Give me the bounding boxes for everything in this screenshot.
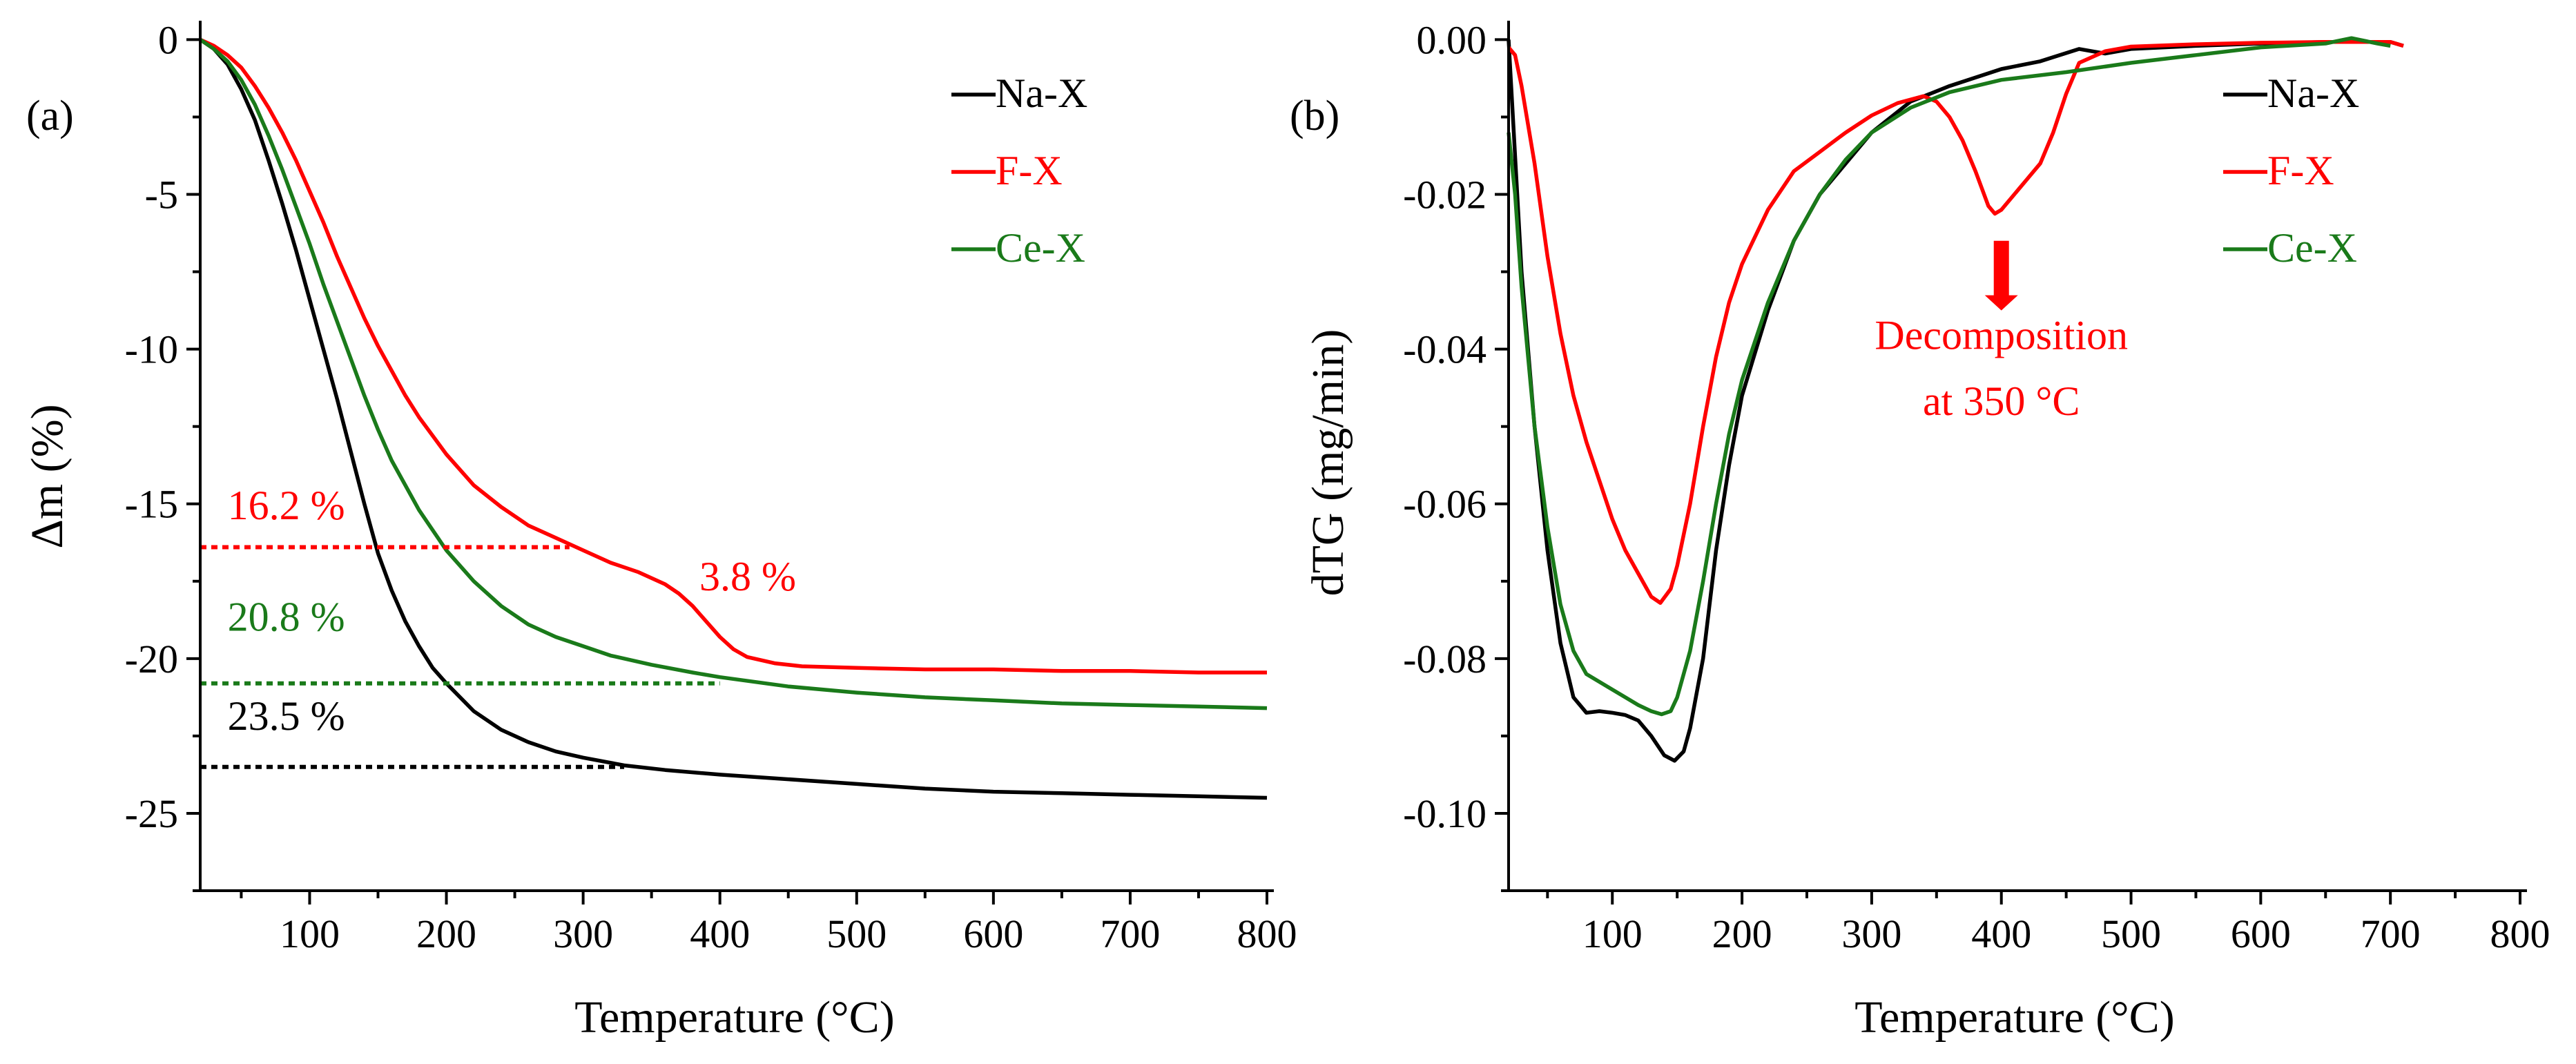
panel-b-legend: Na-X F-X Ce-X — [2223, 70, 2359, 271]
panel-a-legend-label-na-x: Na-X — [996, 70, 1087, 116]
panel-a: (a) 100 200 300 400 500 600 700 800 0 -5 -10 -15 -20… — [22, 17, 1297, 1043]
panel-b-x-tick-label: 100 — [1582, 911, 1643, 956]
panel-b-y-tick-label: -0.08 — [1403, 637, 1486, 681]
panel-a-legend-label-ce-x: Ce-X — [996, 225, 1085, 271]
panel-a-annotations: 16.2 % 3.8 % 20.8 % 23.5 % — [228, 483, 796, 739]
panel-a-x-tick-label: 300 — [553, 911, 613, 956]
panel-b-y-tick-label: -0.04 — [1403, 327, 1486, 372]
panel-b-x-tick-label: 400 — [1971, 911, 2031, 956]
panel-a-annotation: 23.5 % — [228, 693, 345, 739]
panel-a-y-tick-label: -15 — [125, 482, 178, 527]
panel-b-label: (b) — [1290, 93, 1339, 139]
panel-a-y-axis-title: Δm (%) — [22, 404, 72, 548]
panel-b-decomposition-arrow-icon — [1984, 240, 2018, 311]
panel-b-tick-labels: 100 200 300 400 500 600 700 800 0.00 -0.02 -0.04 -0… — [1403, 17, 2550, 956]
panel-b-x-tick-label: 800 — [2490, 911, 2550, 956]
panel-a-series-na-x — [199, 38, 1268, 800]
panel-a-axes — [186, 21, 1274, 905]
panel-a-annotation: 3.8 % — [699, 554, 796, 599]
panel-b-x-tick-label: 700 — [2361, 911, 2421, 956]
panel-a-x-tick-label: 200 — [416, 911, 476, 956]
panel-a-tick-labels: 100 200 300 400 500 600 700 800 0 -5 -10 -15 -20 -25 — [125, 17, 1297, 956]
panel-a-y-tick-label: -5 — [145, 173, 178, 217]
panel-b-x-axis-title: Temperature (°C) — [1854, 992, 2174, 1043]
panel-b-y-tick-label: -0.06 — [1403, 482, 1486, 527]
panel-a-x-tick-label: 500 — [826, 911, 887, 956]
panel-a-legend: Na-X F-X Ce-X — [951, 70, 1087, 271]
panel-b-legend-label-f-x: F-X — [2267, 148, 2334, 193]
panel-a-y-tick-label: 0 — [158, 17, 178, 62]
panel-a-series-ce-x — [199, 38, 1268, 710]
panel-b-y-tick-label: -0.02 — [1403, 173, 1486, 217]
panel-a-y-tick-label: -20 — [125, 637, 178, 681]
panel-b-y-axis-title: dTG (mg/min) — [1303, 329, 1353, 597]
panel-b-x-tick-label: 200 — [1712, 911, 1772, 956]
panel-a-series-f-x — [199, 37, 1267, 675]
panel-b-legend-label-ce-x: Ce-X — [2267, 225, 2357, 271]
panel-b-annotations: Decomposition at 350 °C — [1875, 240, 2128, 424]
panel-a-reference-lines — [200, 545, 720, 769]
panel-b-y-tick-label: -0.10 — [1403, 791, 1486, 836]
panel-a-x-tick-label: 600 — [963, 911, 1023, 956]
panel-a-x-tick-label: 800 — [1237, 911, 1297, 956]
panel-a-x-tick-label: 100 — [280, 911, 340, 956]
panel-b-y-tick-label: 0.00 — [1417, 17, 1487, 62]
panel-b-series-ce-x — [1507, 36, 2391, 717]
panel-b: (b) 100 200 300 400 500 600 700 800 0.00 -0.02 -0.… — [1290, 17, 2550, 1043]
panel-a-x-tick-label: 400 — [690, 911, 750, 956]
panel-b-legend-label-na-x: Na-X — [2267, 70, 2359, 116]
panel-b-x-tick-label: 300 — [1841, 911, 1901, 956]
panel-a-x-axis-title: Temperature (°C) — [574, 992, 894, 1043]
panel-b-axes — [1495, 21, 2527, 905]
panel-b-x-tick-label: 600 — [2231, 911, 2291, 956]
panel-a-y-tick-label: -10 — [125, 327, 178, 372]
panel-a-series-group — [199, 37, 1268, 800]
panel-a-annotation: 16.2 % — [228, 483, 345, 528]
panel-a-y-tick-label: -25 — [125, 791, 178, 836]
panel-b-series-f-x — [1507, 40, 2404, 605]
panel-b-x-tick-label: 500 — [2101, 911, 2161, 956]
panel-b-annotation: at 350 °C — [1923, 378, 2080, 424]
panel-b-annotation: Decomposition — [1875, 313, 2128, 358]
panel-a-legend-label-f-x: F-X — [996, 148, 1063, 193]
panel-b-series-group — [1507, 36, 2404, 763]
panel-a-label: (a) — [26, 93, 74, 139]
panel-a-annotation: 20.8 % — [228, 594, 345, 640]
panel-a-x-tick-label: 700 — [1100, 911, 1160, 956]
